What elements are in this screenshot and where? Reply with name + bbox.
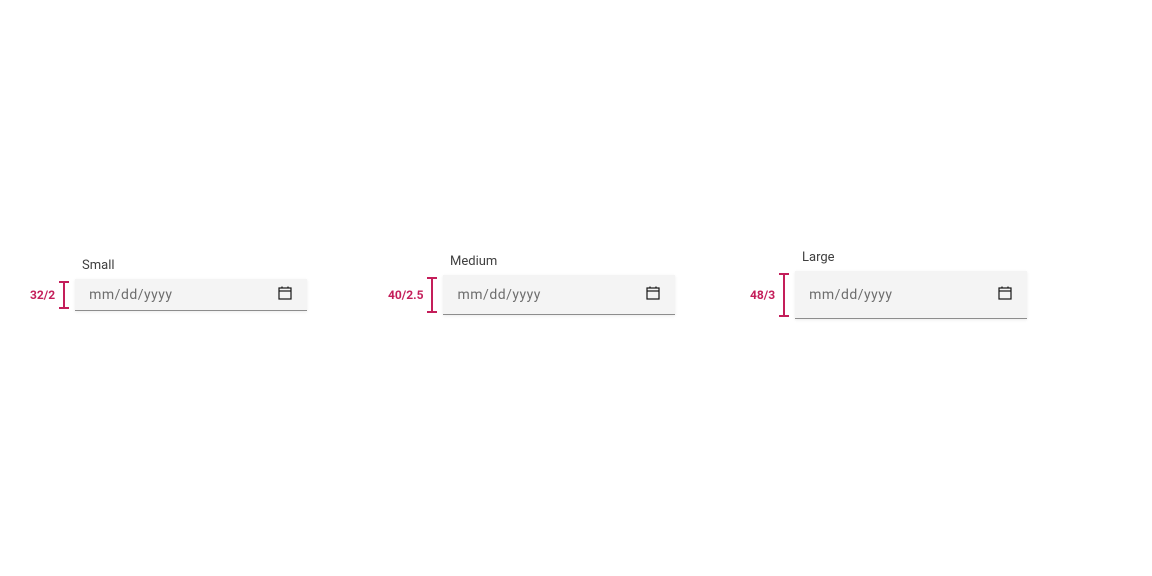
variant-label: Small (82, 258, 307, 273)
variant-label: Medium (450, 254, 675, 269)
date-input-small[interactable]: mm/dd/yyyy (75, 279, 307, 311)
dimension-text: 40/2.5 (388, 288, 423, 302)
variant-row: 32/2 mm/dd/yyyy (30, 279, 307, 311)
variant-row: 48/3 mm/dd/yyyy (750, 271, 1027, 319)
variant-row: 40/2.5 mm/dd/yyyy (388, 275, 675, 315)
dimension-bracket (59, 279, 69, 311)
calendar-icon[interactable] (629, 285, 661, 305)
variant-label: Large (802, 250, 1027, 265)
dimension-bracket (779, 271, 789, 319)
date-placeholder: mm/dd/yyyy (809, 287, 892, 303)
dimension-badge: 32/2 (30, 279, 69, 311)
date-input-variant-medium: Medium 40/2.5 mm/dd/yyyy (388, 254, 675, 315)
date-input-variant-small: Small 32/2 mm/dd/yyyy (30, 258, 307, 311)
date-placeholder: mm/dd/yyyy (457, 287, 540, 303)
date-placeholder: mm/dd/yyyy (89, 287, 172, 303)
date-input-medium[interactable]: mm/dd/yyyy (443, 275, 675, 315)
date-input-variant-large: Large 48/3 mm/dd/yyyy (750, 250, 1027, 319)
calendar-icon[interactable] (981, 285, 1013, 305)
date-input-large[interactable]: mm/dd/yyyy (795, 271, 1027, 319)
dimension-badge: 40/2.5 (388, 275, 437, 315)
dimension-bracket (427, 275, 437, 315)
calendar-icon[interactable] (261, 285, 293, 305)
dimension-badge: 48/3 (750, 271, 789, 319)
dimension-text: 32/2 (30, 288, 55, 302)
dimension-text: 48/3 (750, 288, 775, 302)
